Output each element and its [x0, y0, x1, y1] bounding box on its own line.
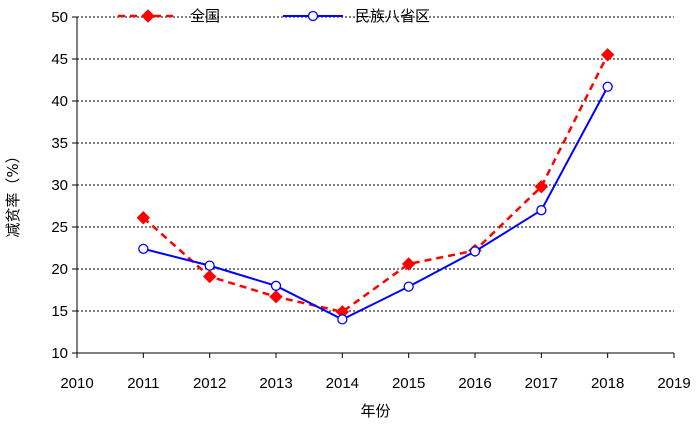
- data-point: [534, 179, 549, 194]
- data-point: [202, 269, 217, 284]
- series-line: [143, 86, 609, 321]
- y-tick-label: 40: [51, 93, 68, 110]
- y-tick-label: 50: [51, 9, 68, 26]
- y-tick-label: 25: [51, 219, 68, 236]
- series-2: [138, 81, 613, 325]
- data-point: [136, 211, 151, 225]
- data-point: [337, 314, 348, 325]
- x-axis-title: 年份: [360, 402, 390, 420]
- data-point: [536, 205, 547, 216]
- x-tick-label: 2014: [326, 375, 359, 392]
- data-point: [403, 281, 414, 292]
- y-tick-label: 10: [51, 345, 68, 362]
- legend-item: 全国: [118, 7, 220, 25]
- gridlines: [77, 16, 674, 312]
- data-point: [204, 260, 215, 271]
- x-tick-label: 2010: [60, 375, 93, 392]
- data-point: [269, 290, 283, 304]
- data-point: [469, 246, 481, 257]
- series-1: [136, 48, 615, 319]
- legend-label: 民族八省区: [355, 7, 430, 25]
- legend: 全国 民族八省区: [118, 7, 430, 25]
- x-tick-label: 2015: [392, 375, 425, 392]
- x-tick-label: 2016: [458, 375, 491, 392]
- y-tick-label: 20: [51, 261, 68, 278]
- y-axis-title: 减贫率（%）: [4, 148, 22, 237]
- series-lines: [136, 48, 615, 325]
- y-tick-label: 45: [51, 51, 68, 68]
- data-point: [602, 81, 613, 92]
- legend-marker: [307, 10, 319, 22]
- data-point: [138, 243, 149, 254]
- x-tick-label: 2011: [127, 375, 159, 392]
- axes: 10 15 20 25 30 35 40 45 50 2010 2011 2012 2013 2014 20…: [51, 9, 690, 392]
- data-point: [600, 48, 615, 62]
- series-line: [142, 54, 609, 314]
- x-tick-label: 2018: [591, 375, 624, 392]
- y-tick-label: 30: [51, 177, 68, 194]
- x-tick-label: 2012: [193, 375, 226, 392]
- x-tick-label: 2013: [259, 375, 292, 392]
- x-tick-label: 2019: [657, 375, 690, 392]
- data-point: [401, 257, 416, 271]
- y-tick-label: 15: [51, 303, 68, 320]
- legend-label: 全国: [190, 7, 220, 25]
- legend-marker: [141, 9, 155, 23]
- y-tick-label: 35: [51, 135, 68, 152]
- legend-item: 民族八省区: [283, 7, 430, 25]
- data-point: [270, 280, 282, 291]
- x-tick-label: 2017: [525, 375, 558, 392]
